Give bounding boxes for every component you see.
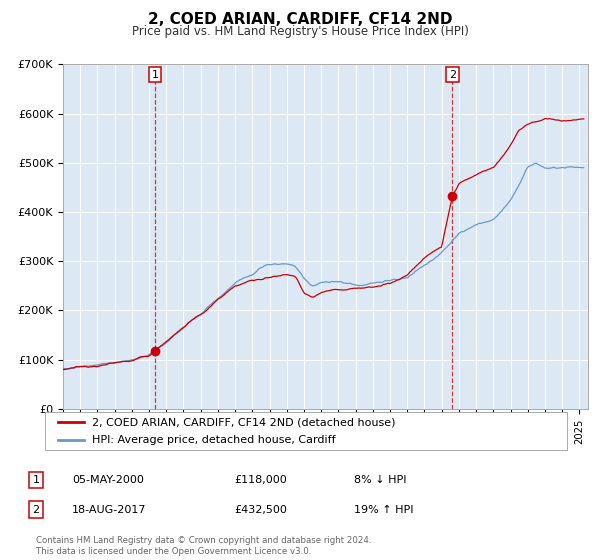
Text: 2, COED ARIAN, CARDIFF, CF14 2ND (detached house): 2, COED ARIAN, CARDIFF, CF14 2ND (detach…: [92, 417, 395, 427]
Text: 19% ↑ HPI: 19% ↑ HPI: [354, 505, 413, 515]
Text: £118,000: £118,000: [234, 475, 287, 485]
Text: 18-AUG-2017: 18-AUG-2017: [72, 505, 146, 515]
Text: Contains HM Land Registry data © Crown copyright and database right 2024.
This d: Contains HM Land Registry data © Crown c…: [36, 536, 371, 556]
Text: 05-MAY-2000: 05-MAY-2000: [72, 475, 144, 485]
Text: Price paid vs. HM Land Registry's House Price Index (HPI): Price paid vs. HM Land Registry's House …: [131, 25, 469, 38]
Text: 2: 2: [32, 505, 40, 515]
Text: 1: 1: [152, 69, 158, 80]
Text: 8% ↓ HPI: 8% ↓ HPI: [354, 475, 407, 485]
Text: £432,500: £432,500: [234, 505, 287, 515]
Text: 2: 2: [449, 69, 456, 80]
Text: 1: 1: [32, 475, 40, 485]
Text: 2, COED ARIAN, CARDIFF, CF14 2ND: 2, COED ARIAN, CARDIFF, CF14 2ND: [148, 12, 452, 27]
Text: HPI: Average price, detached house, Cardiff: HPI: Average price, detached house, Card…: [92, 435, 335, 445]
